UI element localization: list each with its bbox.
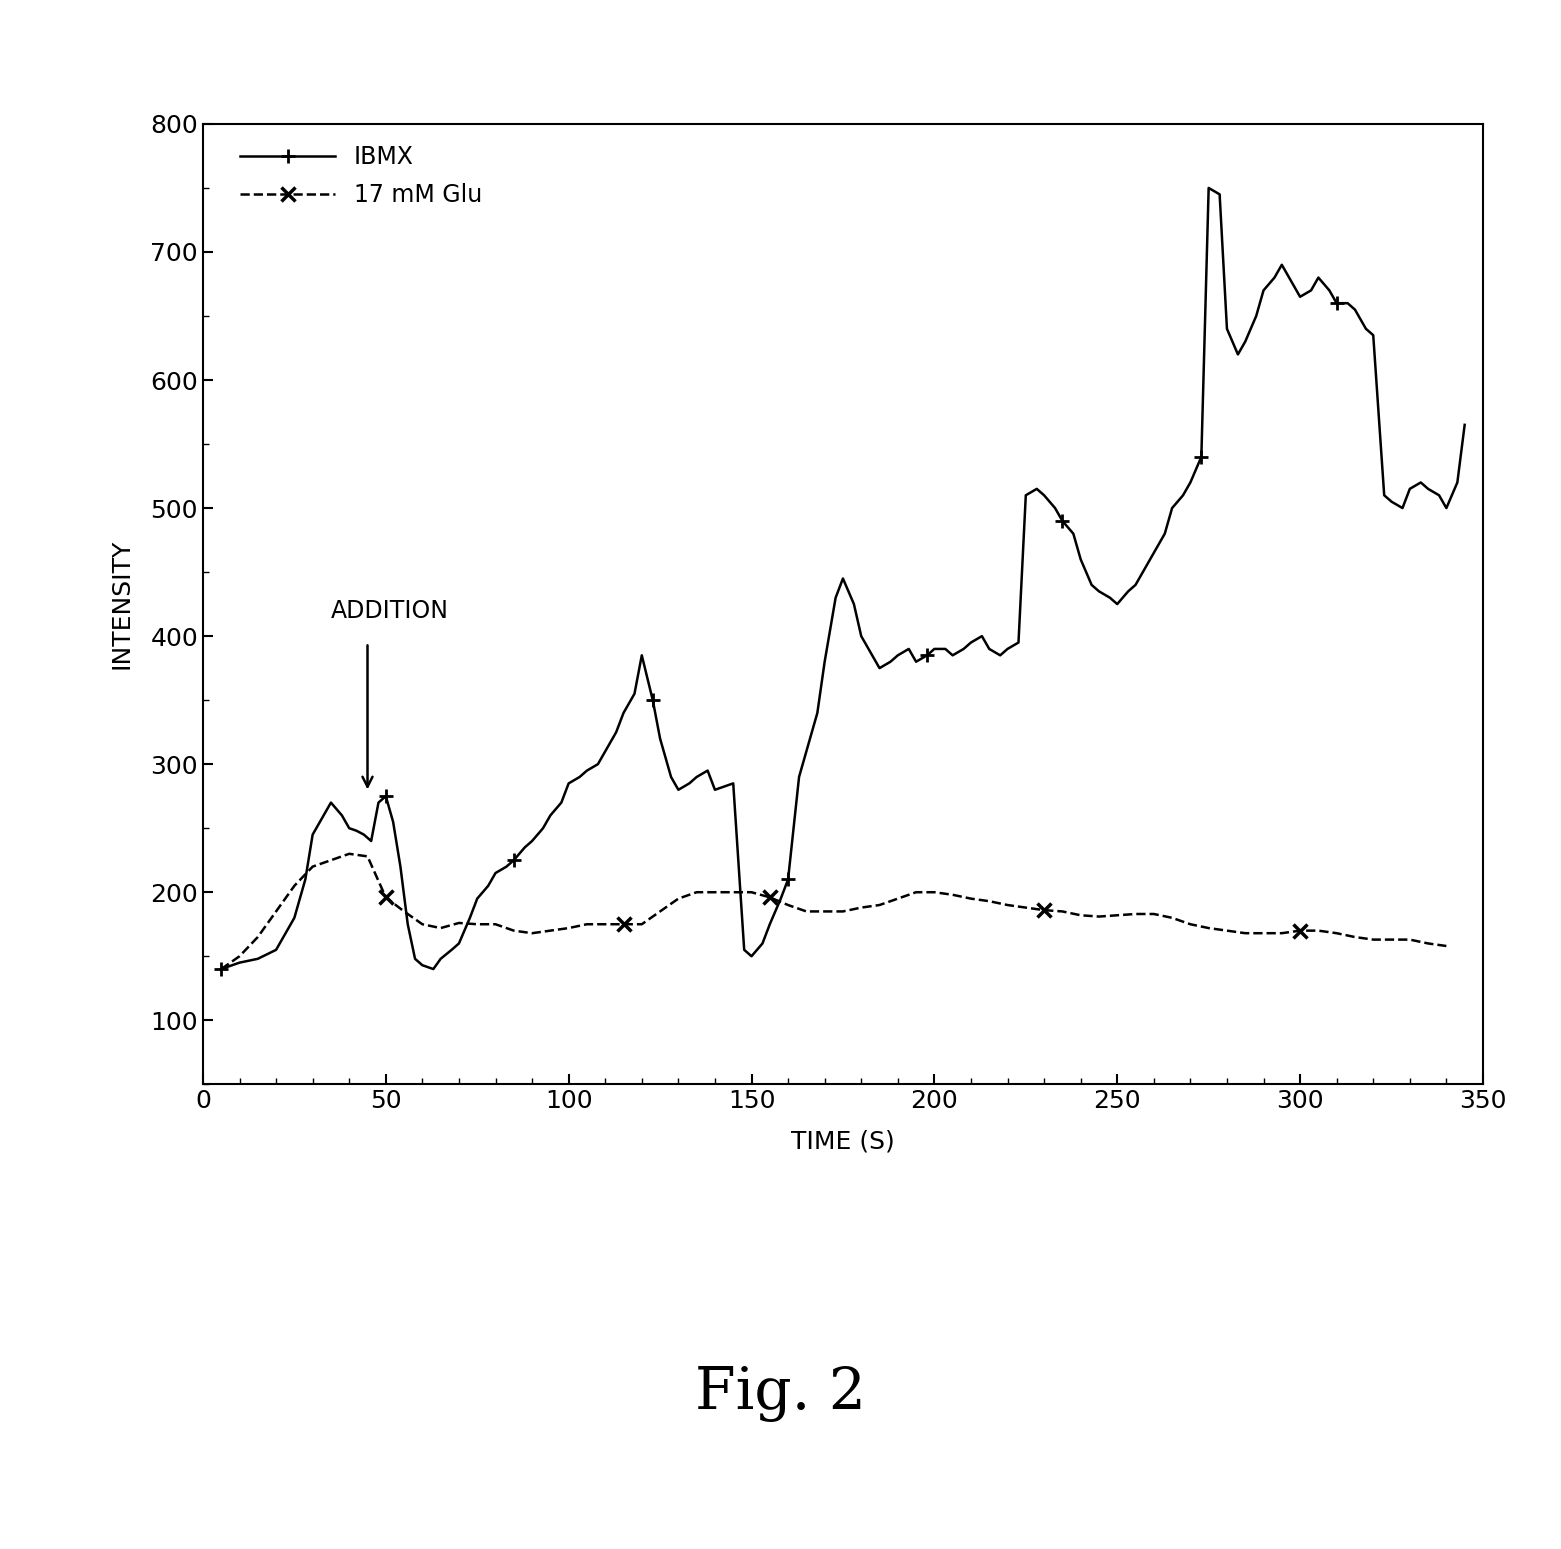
IBMX [1108, 595, 1127, 613]
IBMX [515, 838, 534, 857]
17 mM Glu [212, 960, 231, 979]
IBMX [1381, 493, 1400, 511]
Y-axis label: INTENSITY: INTENSITY [109, 539, 134, 669]
IBMX [212, 960, 231, 979]
IBMX [1455, 415, 1474, 434]
IBMX [1199, 178, 1218, 197]
17 mM Glu [741, 883, 760, 902]
Text: Fig. 2: Fig. 2 [695, 1366, 866, 1422]
17 mM Glu [523, 923, 542, 942]
17 mM Glu [1327, 923, 1346, 942]
17 mM Glu [504, 922, 523, 940]
IBMX [1302, 280, 1321, 299]
X-axis label: TIME (S): TIME (S) [791, 1129, 894, 1154]
Legend: IBMX, 17 mM Glu: IBMX, 17 mM Glu [228, 133, 493, 220]
Text: ADDITION: ADDITION [331, 599, 450, 623]
Line: 17 mM Glu: 17 mM Glu [214, 847, 1453, 976]
Line: IBMX: IBMX [214, 181, 1472, 976]
17 mM Glu [1438, 937, 1456, 956]
17 mM Glu [943, 886, 962, 905]
17 mM Glu [340, 844, 359, 863]
IBMX [880, 652, 899, 671]
17 mM Glu [926, 883, 944, 902]
IBMX [926, 640, 944, 658]
